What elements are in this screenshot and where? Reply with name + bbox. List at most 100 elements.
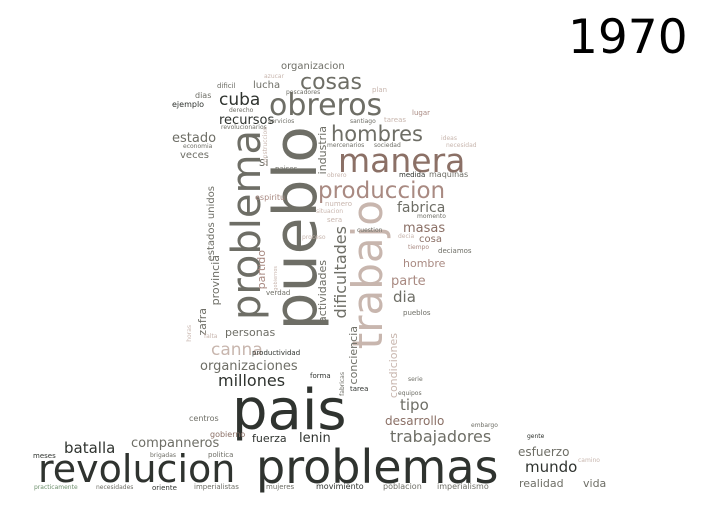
word-desarrollo: desarrollo xyxy=(385,414,445,428)
word-imperialismo: imperialismo xyxy=(437,482,489,491)
word-economia: economia xyxy=(183,143,213,150)
word-equipos: equipos xyxy=(398,390,422,397)
word-maquinas: maquinas xyxy=(429,170,469,179)
word-millones: millones xyxy=(218,371,286,390)
word-dificultades: dificultades xyxy=(331,226,350,319)
word-recursos: recursos xyxy=(219,113,275,128)
word-santiago: santiago xyxy=(350,118,376,125)
word-esfuerzo: esfuerzo xyxy=(518,445,570,459)
word-practicamente: practicamente xyxy=(34,484,78,491)
word-embargo: embargo xyxy=(471,422,498,429)
word-lugar: lugar xyxy=(412,109,430,117)
word-proceso: proceso xyxy=(302,234,326,241)
word-necesidades: necesidades xyxy=(96,484,134,491)
word-falta: falta xyxy=(204,333,218,340)
word-estado: estado xyxy=(172,131,217,146)
word-numero: numero xyxy=(325,200,353,208)
word-mujeres: mujeres xyxy=(266,483,295,491)
word-provincia: provincia xyxy=(209,255,222,306)
word-fabricas: fabricas xyxy=(339,372,346,396)
word-industria: industria xyxy=(316,126,329,175)
word-paises: paises xyxy=(275,165,298,173)
word-manera: manera xyxy=(338,141,466,180)
year-title: 1970 xyxy=(568,10,688,65)
word-revolucion: revolucion xyxy=(38,447,236,491)
word-revolucionarios: revolucionarios xyxy=(221,124,267,131)
word-camino: camino xyxy=(578,457,600,464)
word-vida: vida xyxy=(583,477,607,490)
word-companneros: companneros xyxy=(131,436,220,451)
word-derecho: derecho xyxy=(229,107,254,114)
word-dificil: dificil xyxy=(217,82,236,90)
word-organizacion: organizacion xyxy=(281,61,345,72)
word-zafra: zafra xyxy=(196,308,209,336)
word-produccion: produccion xyxy=(318,178,446,204)
word-pais: pais xyxy=(232,378,347,443)
word-productividad: productividad xyxy=(252,349,301,357)
word-gobiernos: gobiernos xyxy=(273,266,279,291)
word-realidad: realidad xyxy=(519,477,564,490)
word-construccion: construccion xyxy=(262,127,269,166)
word-trabajadores: trabajadores xyxy=(390,427,492,446)
word-personas: personas xyxy=(225,326,276,339)
word-horas: horas xyxy=(186,325,193,342)
word-lucha: lucha xyxy=(253,80,281,91)
word-poblacion: poblacion xyxy=(383,482,422,491)
word-momento: momento xyxy=(417,213,446,220)
word-forma: forma xyxy=(310,372,331,380)
word-imperialistas: imperialistas xyxy=(194,483,239,491)
word-dias: dias xyxy=(195,91,212,100)
word-cosa: cosa xyxy=(419,234,442,245)
word-brigadas: brigadas xyxy=(150,452,177,459)
word-partido: partido xyxy=(255,250,268,290)
word-tiempo: tiempo xyxy=(408,244,430,251)
word-ideas: ideas xyxy=(441,135,457,142)
word-fuerza: fuerza xyxy=(252,432,287,445)
word-actividades: actividades xyxy=(316,260,329,323)
word-veces: veces xyxy=(180,150,209,161)
word-dia: dia xyxy=(393,288,416,306)
word-pescadores: pescadores xyxy=(286,89,321,96)
word-serie: serie xyxy=(408,376,423,383)
word-lenin: lenin xyxy=(299,431,331,446)
word-mercenarios: mercenarios xyxy=(327,142,365,149)
word-gobierno: gobierno xyxy=(210,430,246,439)
word-pueblos: pueblos xyxy=(403,309,431,317)
word-azucar: azucar xyxy=(264,73,285,80)
word-canna: canna xyxy=(211,340,263,360)
word-tipo: tipo xyxy=(400,396,429,414)
word-ejemplo: ejemplo xyxy=(172,100,205,109)
word-necesidad: necesidad xyxy=(446,142,477,149)
word-organizaciones: organizaciones xyxy=(200,359,298,374)
word-problemas: problemas xyxy=(256,440,499,494)
word-tareas: tareas xyxy=(384,116,407,124)
word-condiciones: condiciones xyxy=(387,333,400,399)
word-si: si xyxy=(259,155,269,169)
word-deciamos: deciamos xyxy=(438,247,472,255)
word-sera: sera xyxy=(327,216,343,224)
word-hombres: hombres xyxy=(331,122,423,146)
word-cuba: cuba xyxy=(219,90,261,110)
word-tarea: tarea xyxy=(350,385,369,393)
word-verdad: verdad xyxy=(266,289,291,297)
word-espiritu: espiritu xyxy=(255,193,286,202)
word-hombre: hombre xyxy=(403,257,446,270)
word-situacion: situacion xyxy=(316,208,344,215)
word-masas: masas xyxy=(403,221,446,236)
word-batalla: batalla xyxy=(64,439,116,457)
word-meses: meses xyxy=(33,452,56,460)
word-centros: centros xyxy=(189,414,219,423)
word-estados-unidos: estados unidos xyxy=(206,186,217,262)
word-conciencia: conciencia xyxy=(347,326,360,385)
word-decia: decia xyxy=(398,233,415,240)
word-sociedad: sociedad xyxy=(374,142,401,149)
word-politica: politica xyxy=(208,451,234,459)
word-obrero: obrero xyxy=(327,172,347,179)
word-mundo: mundo xyxy=(525,458,578,476)
word-medida: medida xyxy=(399,171,426,179)
word-cuestion: cuestion xyxy=(357,227,383,234)
word-obreros: obreros xyxy=(269,88,383,123)
word-parte: parte xyxy=(391,274,426,289)
word-fabrica: fabrica xyxy=(397,200,446,216)
